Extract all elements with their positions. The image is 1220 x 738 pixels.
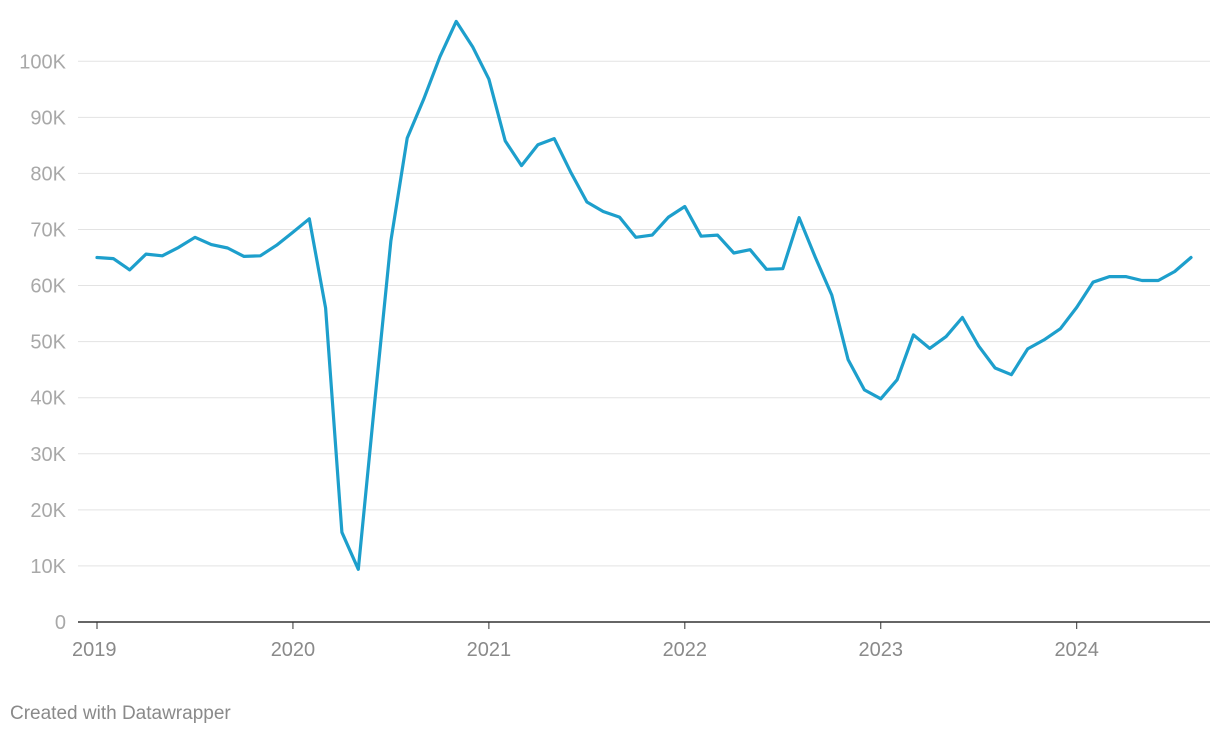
data-point bbox=[1153, 276, 1163, 286]
x-tick-label: 2024 bbox=[1054, 639, 1099, 661]
data-point bbox=[859, 385, 869, 395]
data-point bbox=[125, 265, 135, 275]
data-point bbox=[974, 341, 984, 351]
data-point bbox=[141, 249, 151, 259]
data-point bbox=[1055, 324, 1065, 334]
x-tick-label: 2020 bbox=[271, 639, 316, 661]
x-tick-label: 2023 bbox=[859, 639, 904, 661]
data-point bbox=[1121, 272, 1131, 282]
data-point bbox=[549, 134, 559, 144]
data-point bbox=[239, 251, 249, 261]
y-tick-label: 90K bbox=[30, 107, 66, 129]
data-point bbox=[419, 94, 429, 104]
data-point bbox=[223, 243, 233, 253]
series-line bbox=[95, 19, 1193, 571]
y-tick-label: 20K bbox=[30, 500, 66, 522]
data-point bbox=[876, 394, 886, 404]
y-tick-label: 70K bbox=[30, 219, 66, 241]
data-point bbox=[190, 232, 200, 242]
data-point bbox=[647, 230, 657, 240]
data-point bbox=[664, 212, 674, 222]
x-tick-label: 2019 bbox=[72, 639, 117, 661]
y-tick-label: 60K bbox=[30, 276, 66, 298]
data-point bbox=[533, 140, 543, 150]
data-point bbox=[745, 245, 755, 255]
data-point bbox=[304, 214, 314, 224]
data-point bbox=[810, 253, 820, 263]
data-point bbox=[598, 207, 608, 217]
data-point bbox=[957, 313, 967, 323]
data-point bbox=[1023, 344, 1033, 354]
data-point bbox=[451, 16, 461, 26]
data-point bbox=[484, 74, 494, 84]
data-point bbox=[468, 42, 478, 52]
gridlines bbox=[78, 60, 1210, 623]
data-point bbox=[762, 264, 772, 274]
data-point bbox=[582, 197, 592, 207]
data-point bbox=[680, 202, 690, 212]
data-point bbox=[1137, 276, 1147, 286]
data-point bbox=[990, 363, 1000, 373]
y-tick-label: 10K bbox=[30, 556, 66, 578]
data-point bbox=[631, 232, 641, 242]
data-point bbox=[288, 227, 298, 237]
y-tick-label: 30K bbox=[30, 444, 66, 466]
x-axis-tick-labels: 2019 2020 2021 2022 2023 2024 bbox=[72, 622, 1099, 661]
data-point bbox=[925, 343, 935, 353]
y-axis-tick-labels: 0 10K 20K 30K 40K 50K 60K 70K 80K 90K 100K bbox=[19, 51, 66, 634]
data-point bbox=[941, 332, 951, 342]
data-point bbox=[386, 236, 396, 246]
y-tick-label: 100K bbox=[19, 51, 66, 73]
data-point bbox=[337, 527, 347, 537]
y-tick-label: 50K bbox=[30, 332, 66, 354]
y-tick-label: 0 bbox=[55, 612, 66, 634]
datawrapper-credit[interactable]: Created with Datawrapper bbox=[10, 703, 231, 724]
data-point bbox=[1088, 277, 1098, 287]
data-point bbox=[729, 248, 739, 258]
data-point bbox=[908, 330, 918, 340]
data-point bbox=[353, 564, 363, 574]
data-point bbox=[272, 240, 282, 250]
data-point bbox=[1186, 253, 1196, 263]
data-point bbox=[402, 133, 412, 143]
data-point bbox=[1039, 335, 1049, 345]
data-point bbox=[1104, 272, 1114, 282]
data-point bbox=[255, 251, 265, 261]
data-point bbox=[92, 253, 102, 263]
data-point bbox=[206, 240, 216, 250]
data-point bbox=[713, 230, 723, 240]
data-point bbox=[500, 136, 510, 146]
y-tick-label: 40K bbox=[30, 388, 66, 410]
x-tick-label: 2021 bbox=[467, 639, 512, 661]
data-point bbox=[696, 231, 706, 241]
data-point bbox=[566, 167, 576, 177]
y-tick-label: 80K bbox=[30, 163, 66, 185]
data-point bbox=[827, 290, 837, 300]
data-point bbox=[1006, 370, 1016, 380]
line-chart: 0 10K 20K 30K 40K 50K 60K 70K 80K 90K 100K 2019 202… bbox=[19, 16, 1210, 661]
data-point bbox=[370, 398, 380, 408]
data-point bbox=[321, 303, 331, 313]
data-point bbox=[843, 355, 853, 365]
data-series bbox=[92, 16, 1196, 574]
data-point bbox=[174, 242, 184, 252]
data-point bbox=[1170, 267, 1180, 277]
data-point bbox=[435, 52, 445, 62]
data-point bbox=[892, 375, 902, 385]
data-point bbox=[108, 254, 118, 264]
data-point bbox=[517, 161, 527, 171]
data-point bbox=[778, 264, 788, 274]
data-point bbox=[1072, 302, 1082, 312]
data-point bbox=[157, 251, 167, 261]
x-tick-label: 2022 bbox=[663, 639, 708, 661]
data-point bbox=[615, 212, 625, 222]
data-point bbox=[794, 213, 804, 223]
